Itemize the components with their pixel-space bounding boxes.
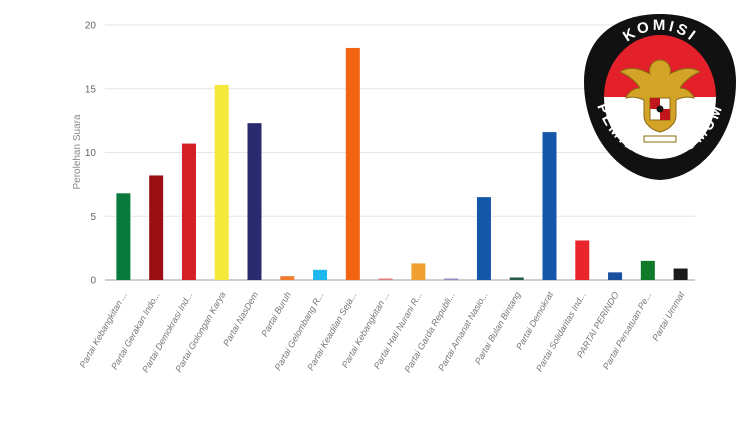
- bar: [214, 84, 229, 280]
- bar: [476, 197, 491, 280]
- y-tick-label: 0: [90, 276, 96, 287]
- y-axis-ticks: 0 5 10 15 20: [85, 21, 97, 287]
- bar: [608, 272, 623, 280]
- y-tick-label: 5: [90, 212, 96, 223]
- bar: [181, 143, 196, 280]
- x-tick-label: Partai NasDem: [221, 290, 260, 348]
- x-tick-label: Partai Ummat: [650, 290, 686, 343]
- bar: [411, 263, 426, 280]
- y-tick-label: 15: [85, 84, 97, 95]
- x-axis-labels: Partai Kebangkitan ...Partai Gerakan Ind…: [77, 290, 686, 375]
- bars: [116, 47, 688, 281]
- bar: [149, 175, 164, 280]
- bar: [640, 260, 655, 280]
- bar: [345, 47, 360, 281]
- kpu-logo: KOMISI PEMILIHAN UMUM: [582, 12, 738, 182]
- bar: [280, 276, 295, 280]
- x-tick-label: Partai Buruh: [259, 290, 293, 338]
- y-tick-label: 10: [85, 148, 97, 159]
- bar: [575, 240, 590, 280]
- y-tick-label: 20: [85, 21, 97, 32]
- bar: [444, 278, 459, 280]
- bar: [542, 132, 557, 280]
- bar: [247, 123, 262, 280]
- bar: [378, 278, 393, 280]
- bar: [116, 193, 131, 280]
- y-axis-title: Perolehan Suara: [72, 114, 83, 189]
- bar: [509, 277, 524, 280]
- bar: [673, 268, 688, 280]
- garuda-emblem-icon: [618, 59, 702, 143]
- bar: [313, 269, 328, 280]
